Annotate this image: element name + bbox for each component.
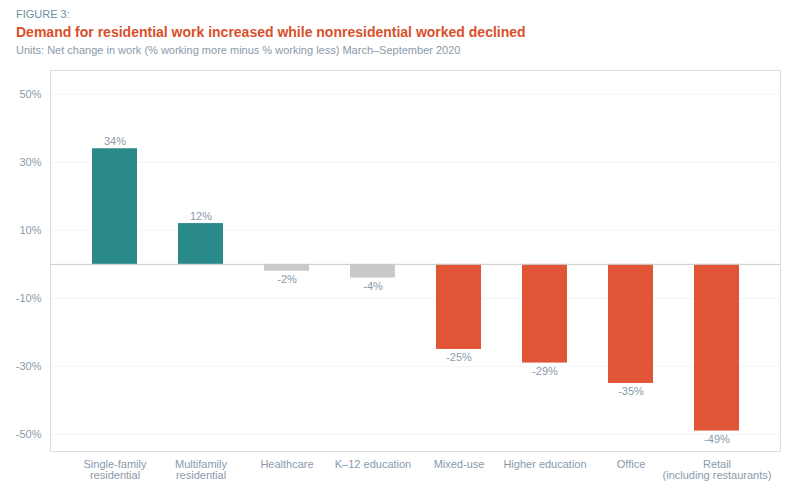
svg-text:-30%: -30% <box>16 360 42 372</box>
html-text:Units: Net change in work (% w: Units: Net change in work (% working mor… <box>16 44 461 56</box>
svg-text:Higher education: Higher education <box>503 458 586 470</box>
svg-text:-4%: -4% <box>363 280 383 292</box>
svg-text:K–12 education: K–12 education <box>335 458 411 470</box>
html-text:Demand for residential work in: Demand for residential work increased wh… <box>16 24 526 40</box>
svg-text:Mixed-use: Mixed-use <box>434 458 485 470</box>
svg-text:10%: 10% <box>19 224 41 236</box>
svg-text:Office: Office <box>617 458 646 470</box>
html-text:FIGURE 3:: FIGURE 3: <box>16 8 70 20</box>
svg-text:-35%: -35% <box>618 385 644 397</box>
svg-text:-49%: -49% <box>704 433 730 445</box>
svg-text:Single-familyresidential: Single-familyresidential <box>84 458 147 481</box>
svg-text:34%: 34% <box>104 135 126 147</box>
svg-text:-2%: -2% <box>277 273 297 285</box>
svg-text:Retail(including restaurants): Retail(including restaurants) <box>663 458 772 481</box>
svg-text:50%: 50% <box>19 88 41 100</box>
svg-text:30%: 30% <box>19 156 41 168</box>
svg-text:Multifamilyresidential: Multifamilyresidential <box>175 458 227 481</box>
svg-text:-29%: -29% <box>532 365 558 377</box>
svg-text:-10%: -10% <box>16 292 42 304</box>
svg-text:Healthcare: Healthcare <box>260 458 313 470</box>
svg-text:-25%: -25% <box>446 351 472 363</box>
svg-text:12%: 12% <box>190 210 212 222</box>
svg-text:-50%: -50% <box>16 428 42 440</box>
